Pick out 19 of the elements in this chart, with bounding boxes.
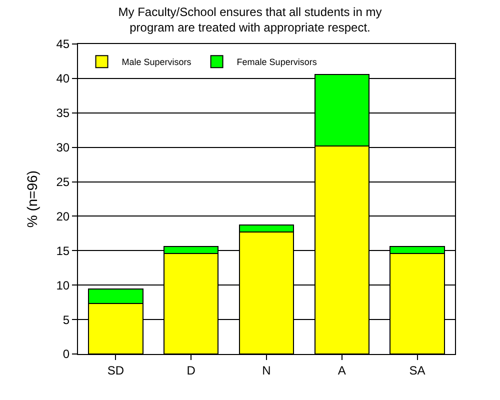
x-tick-label: SA [409, 363, 426, 378]
y-tick-label: 35 [56, 106, 70, 120]
y-tick-label: 25 [56, 174, 70, 189]
y-tick-label: 40 [56, 72, 70, 86]
x-tick-label: D [186, 363, 196, 378]
y-tick-label: 20 [56, 209, 70, 224]
legend-label: Female Supervisors [236, 57, 318, 68]
x-tick-label: A [338, 363, 346, 378]
y-tick-label: 45 [56, 37, 70, 52]
chart-title: My Faculty/School ensures that all students in my program are treated with appropriate respect. [118, 5, 382, 35]
y-tick-label: 0 [62, 347, 70, 362]
y-tick-label: 15 [56, 244, 70, 258]
y-tick-label: 10 [56, 278, 70, 292]
y-axis-title: % (n=96) [24, 170, 40, 228]
x-tick-label: SD [107, 363, 124, 378]
x-tick-label: N [262, 363, 271, 378]
legend-label: Male Supervisors [122, 57, 192, 68]
y-tick-label: 30 [56, 140, 70, 155]
y-tick-label: 5 [62, 312, 70, 327]
